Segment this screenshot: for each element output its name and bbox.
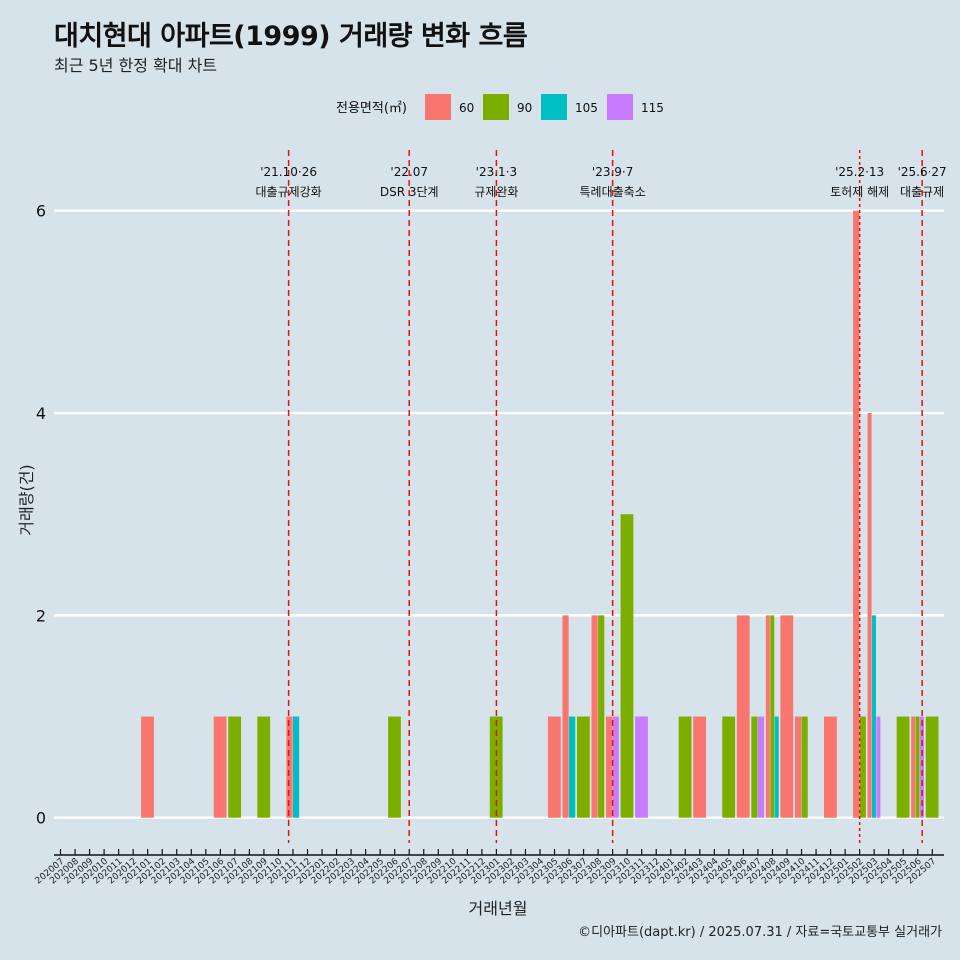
bar-202507-90	[925, 716, 939, 818]
bar-202410-60	[794, 716, 802, 818]
bar-202111-60	[286, 716, 293, 818]
source-caption: ©디아파트(dapt.kr) / 2025.07.31 / 자료=국토교통부 실…	[578, 925, 942, 940]
event-date-5: '25.6·27	[898, 165, 947, 179]
bar-202106-60	[213, 716, 227, 818]
y-axis: 0 2 4 6	[36, 202, 46, 828]
x-axis-title: 거래년월	[469, 899, 528, 918]
bar-202505-90	[896, 716, 910, 818]
bar-202403-60	[693, 716, 707, 818]
event-date-0: '21.10·26	[260, 165, 317, 179]
legend-label-105: 105	[575, 101, 598, 115]
bar-202107-90	[228, 716, 242, 818]
event-date-3: '23.9·7	[592, 165, 633, 179]
legend: 전용면적(㎡) 60 90 105 115	[336, 94, 664, 120]
bar-202111-105	[292, 716, 300, 818]
bar-202407-90	[751, 716, 758, 818]
bar-202502-60	[853, 210, 860, 818]
bar-202503-60	[867, 413, 872, 818]
bar-202310-90	[620, 514, 634, 818]
bar-202309-115	[612, 716, 619, 818]
bar-202311-115	[635, 716, 648, 818]
bar-202306-60	[562, 615, 569, 818]
bar-202405-90	[722, 716, 736, 818]
legend-title: 전용면적(㎡)	[336, 101, 407, 116]
event-label-4: 토허제 해제	[830, 185, 889, 199]
y-tick-label-4: 4	[36, 404, 46, 423]
chart-subtitle: 최근 5년 한정 확대 차트	[54, 56, 218, 75]
bar-202503-115	[876, 716, 881, 818]
x-axis: 2020072020082020092020102020112020122021…	[34, 849, 944, 886]
legend-label-90: 90	[517, 101, 532, 115]
legend-swatch-90	[483, 94, 509, 120]
bar-202412-60	[823, 716, 837, 818]
bar-202506-115	[919, 716, 924, 818]
bar-202101-60	[141, 716, 154, 818]
legend-label-115: 115	[641, 101, 664, 115]
bar-202506-60	[911, 716, 916, 818]
bar-202502-90	[859, 716, 866, 818]
event-label-3: 특례대출축소	[580, 185, 646, 199]
bar-202305-60	[547, 716, 561, 818]
event-date-1: '22.07	[390, 165, 428, 179]
bar-202406-60	[736, 615, 750, 818]
legend-swatch-60	[425, 94, 451, 120]
bar-202306-105	[569, 716, 576, 818]
bar-202407-115	[757, 716, 765, 818]
bar-202301-90	[489, 716, 503, 818]
y-tick-label-6: 6	[36, 202, 46, 221]
bar-202408-60	[765, 615, 770, 818]
event-label-2: 규제완화	[474, 185, 518, 199]
chart-title: 대치현대 아파트(1999) 거래량 변화 흐름	[54, 21, 528, 52]
event-date-2: '23.1·3	[476, 165, 517, 179]
bar-202308-90	[598, 615, 605, 818]
bars	[141, 210, 939, 818]
bar-202408-90	[770, 615, 775, 818]
event-date-4: '25.2·13	[835, 165, 884, 179]
bar-202503-105	[871, 615, 876, 818]
bar-202408-105	[774, 716, 779, 818]
bar-202109-90	[257, 716, 271, 818]
bar-202410-90	[801, 716, 808, 818]
bar-202506-90	[915, 716, 920, 818]
y-axis-title: 거래량(건)	[17, 464, 36, 535]
legend-label-60: 60	[459, 101, 474, 115]
event-markers: '21.10·26 대출규제강화 '22.07 DSR 3단계 '23.1·3 규제완화 '…	[255, 150, 947, 843]
bar-202206-90	[388, 716, 401, 818]
bar-202307-90	[576, 716, 590, 818]
bar-202402-90	[678, 716, 692, 818]
bar-202409-60	[780, 615, 794, 818]
event-label-0: 대출규제강화	[255, 185, 321, 199]
bar-202308-60	[591, 615, 598, 818]
legend-swatch-115	[607, 94, 633, 120]
bar-202309-60	[606, 716, 613, 818]
event-label-1: DSR 3단계	[380, 185, 439, 199]
event-label-5: 대출규제	[900, 185, 944, 199]
legend-swatch-105	[541, 94, 567, 120]
y-tick-label-2: 2	[36, 606, 46, 625]
y-tick-label-0: 0	[36, 809, 46, 828]
